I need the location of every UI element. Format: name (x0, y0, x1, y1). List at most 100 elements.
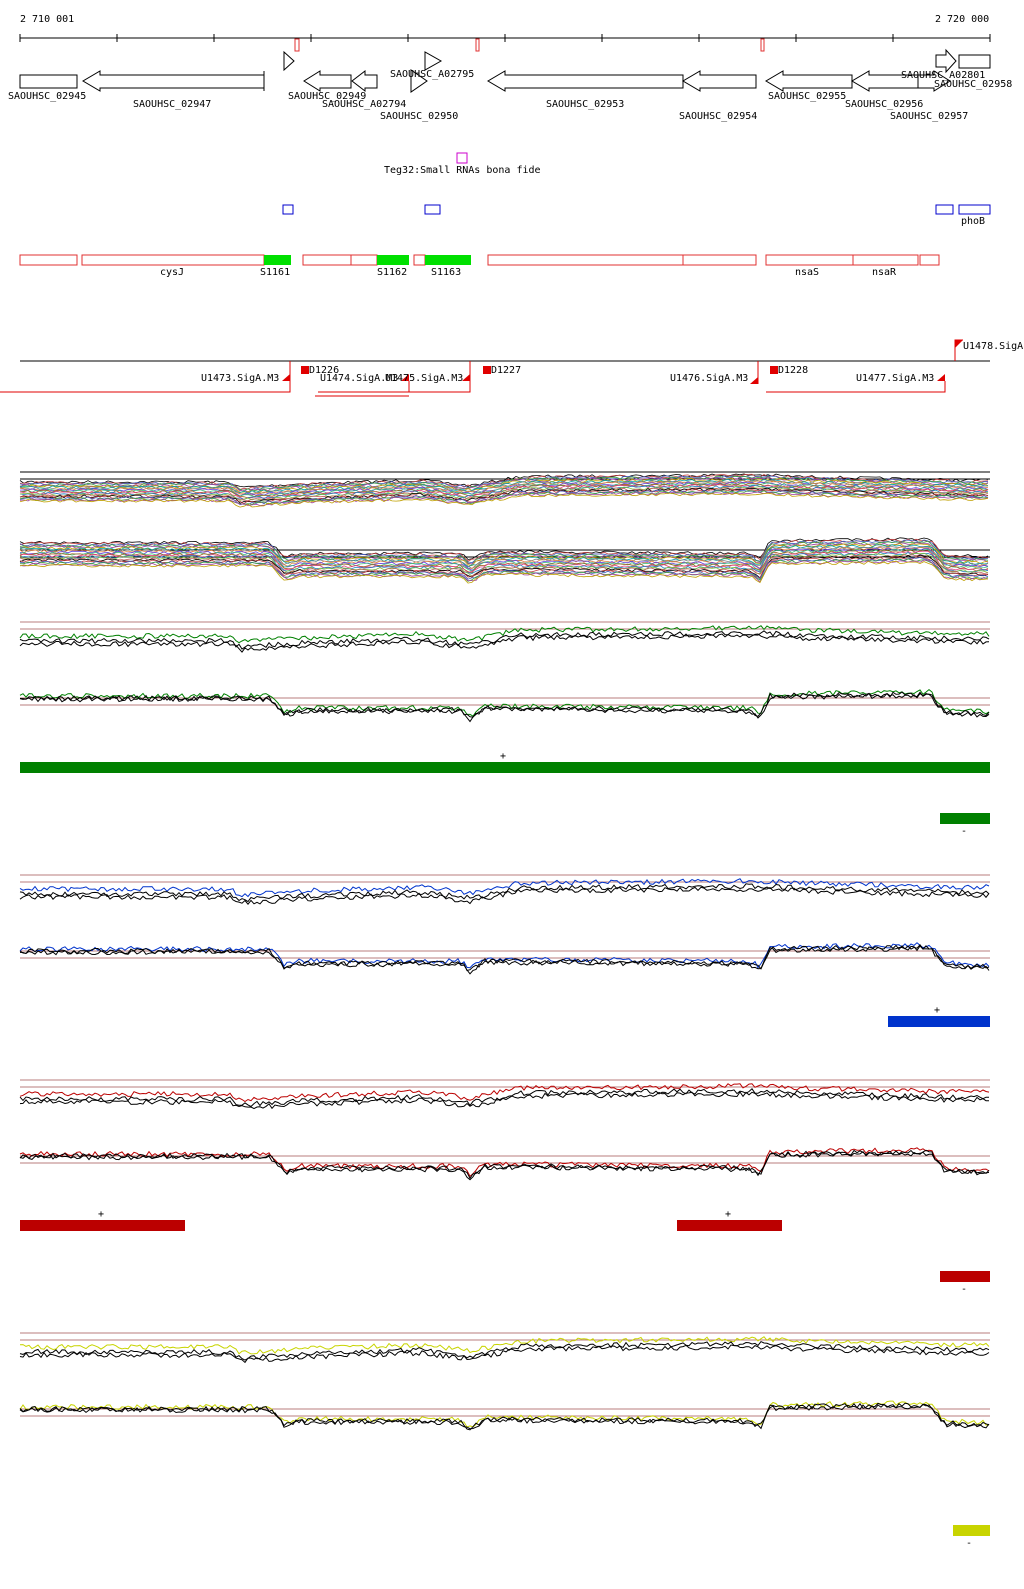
down-marker[interactable] (770, 366, 778, 374)
gene-arrow[interactable] (283, 50, 295, 72)
expression-line (19, 492, 989, 508)
down-marker[interactable] (483, 366, 491, 374)
tss-label: U1473.SigA.M3 (201, 373, 279, 384)
operon-box[interactable] (852, 254, 919, 266)
expression-line (19, 1083, 990, 1103)
gene-label: SAOUHSC_02957 (890, 111, 968, 122)
condition-track (19, 874, 990, 975)
expression-line (19, 1340, 990, 1361)
gene-label: SAOUHSC_02945 (8, 91, 86, 102)
down-label: D1226 (309, 365, 339, 376)
operon-box[interactable] (919, 254, 940, 266)
feature-box[interactable] (282, 204, 294, 215)
feature-box[interactable] (958, 204, 991, 215)
axis-start-label: 2 710 001 (20, 14, 74, 25)
gene-label: SAOUHSC_02947 (133, 99, 211, 110)
expression-line (19, 545, 989, 570)
segment-bar-plus[interactable] (20, 762, 990, 773)
expression-line (19, 1344, 990, 1364)
expression-line (19, 625, 990, 644)
gene-arrow[interactable]: SAOUHSC_02954 (679, 70, 757, 122)
gene-arrow[interactable]: SAOUHSC_02949 (288, 70, 366, 102)
feature-box[interactable] (935, 204, 954, 215)
blue-feature-track: phoB (282, 204, 991, 227)
srna-box[interactable] (456, 152, 468, 164)
expression-line (19, 552, 989, 577)
segment-bar-minus[interactable] (940, 1271, 990, 1282)
gene-arrow[interactable]: SAOUHSC_02953 (487, 70, 684, 110)
condition-track (19, 1079, 990, 1181)
segment-bars: + - + + + - - (20, 751, 990, 1549)
operon-label: cysJ (160, 267, 184, 278)
expression-line (19, 878, 990, 898)
expression-line (19, 1400, 990, 1428)
operon-box[interactable] (413, 254, 426, 266)
segment-bar-minus[interactable] (953, 1525, 990, 1536)
operon-track: cysJ S1161 S1162 S1163 nsaS nsaR (19, 254, 940, 278)
gene-arrow[interactable]: SAOUHSC_02958 (934, 54, 1012, 90)
operon-box[interactable] (682, 254, 757, 266)
gene-label: SAOUHSC_A02794 (322, 99, 406, 110)
expression-line (19, 487, 989, 504)
expression-line (19, 489, 989, 506)
down-marker[interactable] (301, 366, 309, 374)
gene-arrow[interactable]: SAOUHSC_02945 (8, 74, 86, 102)
gene-arrow[interactable]: SAOUHSC_02956 (845, 70, 923, 110)
gene-label: SAOUHSC_A02801 (901, 70, 985, 81)
segment-bar-plus[interactable] (20, 1220, 185, 1231)
gene-label: SAOUHSC_02954 (679, 111, 757, 122)
expression-line (19, 886, 990, 906)
gene-arrow[interactable]: SAOUHSC_A02795 (390, 51, 474, 80)
operon-box[interactable] (19, 254, 78, 266)
expression-line (19, 692, 990, 723)
gene-arrow[interactable]: SAOUHSC_A02801 (901, 48, 985, 81)
gene-arrow[interactable]: SAOUHSC_02947 (82, 70, 265, 110)
condition-track (19, 621, 990, 723)
gene-arrow[interactable]: SAOUHSC_A02794 (322, 69, 406, 110)
expression-line (19, 1147, 990, 1177)
expression-line (19, 485, 989, 501)
bar-strand-label: + (500, 751, 506, 762)
gene-arrow[interactable]: SAOUHSC_02957 (890, 70, 968, 122)
tss-label: U1474.SigA.M3 (320, 373, 398, 384)
operon-box[interactable] (425, 255, 471, 265)
gene-arrow[interactable]: SAOUHSC_02950 (380, 69, 458, 122)
operon-box[interactable] (81, 254, 265, 266)
expression-line (19, 630, 990, 650)
condition-tracks (19, 621, 990, 1431)
segment-bar-minus[interactable] (940, 813, 990, 824)
tss-label: U1475.SigA.M3 (385, 373, 463, 384)
bar-strand-label: + (725, 1209, 731, 1220)
gene-label: SAOUHSC_02955 (768, 91, 846, 102)
operon-box[interactable] (765, 254, 854, 266)
srna-marker (294, 38, 300, 52)
expression-line (19, 548, 989, 572)
gene-label: SAOUHSC_02958 (934, 79, 1012, 90)
operon-box[interactable] (302, 254, 352, 266)
bar-strand-label: + (98, 1209, 104, 1220)
segment-bar-plus[interactable] (888, 1016, 990, 1027)
gene-arrow[interactable]: SAOUHSC_02955 (765, 70, 853, 102)
operon-box[interactable] (264, 255, 291, 265)
expression-line (19, 1402, 990, 1431)
expression-line (19, 1150, 990, 1181)
expression-line (19, 558, 989, 582)
segment-bar-plus[interactable] (677, 1220, 782, 1231)
tss-label: U1477.SigA.M3 (856, 373, 934, 384)
gene-label: SAOUHSC_A02795 (390, 69, 474, 80)
operon-box[interactable] (350, 254, 378, 266)
expression-multi-track (19, 471, 990, 584)
expression-line (20, 547, 989, 571)
coordinate-axis: 2 710 001 2 720 000 (19, 14, 991, 52)
operon-box[interactable] (377, 255, 409, 265)
expression-line (19, 688, 990, 717)
expression-line (19, 1403, 990, 1430)
feature-box[interactable] (424, 204, 441, 215)
operon-label: S1161 (260, 267, 290, 278)
operon-box[interactable] (487, 254, 684, 266)
srna-track: Teg32:Small RNAs bona fide (384, 152, 541, 176)
axis-ticks (19, 34, 991, 42)
expression-line (19, 883, 990, 903)
expression-line (19, 482, 989, 499)
expression-line (19, 560, 989, 584)
